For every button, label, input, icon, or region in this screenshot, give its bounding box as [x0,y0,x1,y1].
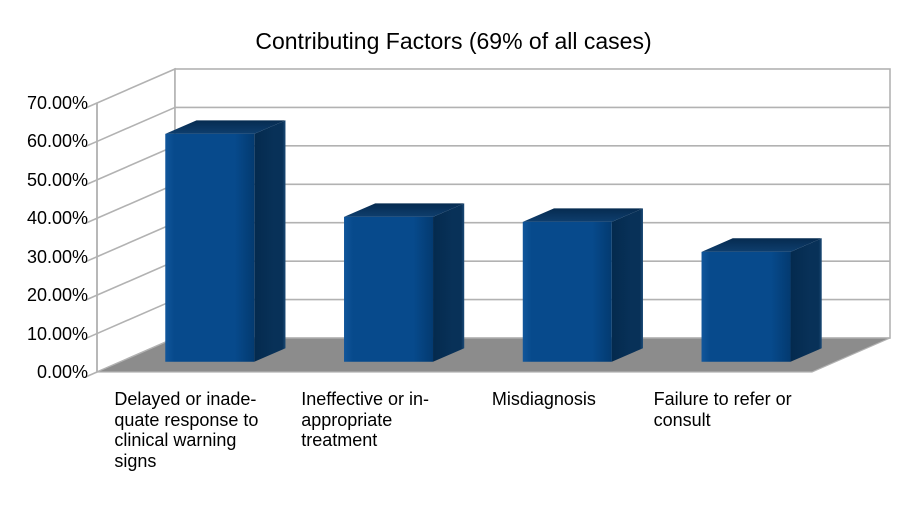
y-axis-tick-label: 20.00% [26,285,88,306]
left-wall [96,67,176,374]
gridline-wall [96,145,176,181]
y-axis-tick-label: 60.00% [26,131,88,152]
y-axis-tick-label: 30.00% [26,246,88,267]
bar-3 [701,238,822,362]
gridline-wall [96,260,176,296]
category-label: Ineffective or in- appropriate treatment [301,389,429,450]
y-axis-tick [84,255,98,263]
chart-title: Contributing Factors (69% of all cases) [255,28,652,54]
y-axis-tick-label: 50.00% [26,169,88,190]
category-label: Failure to refer or consult [653,389,792,430]
bar-top-face [344,203,465,217]
y-axis-tick [84,179,98,186]
gridline-wall [96,183,176,220]
y-axis-tick-label: 40.00% [26,208,88,229]
bar-2 [522,208,643,362]
bar-front-face [701,251,791,362]
bar-0 [165,120,286,362]
bar-top-face [701,238,822,252]
gridline-wall [96,221,176,258]
bar-side-face [611,208,643,362]
y-axis-tick [84,140,98,148]
bar-side-face [433,203,465,362]
bar-side-face [254,120,286,362]
bar-front-face [522,221,612,362]
bar-1 [344,203,465,362]
bar-side-face [790,238,822,362]
y-axis-tick [84,217,98,225]
bar-front-face [165,133,255,362]
chart-floor [96,337,891,373]
bar-top-face [522,208,643,222]
y-axis-tick-label: 10.00% [26,323,88,344]
y-axis-tick [84,294,98,302]
gridline-wall [96,106,176,143]
gridline-wall [96,298,176,335]
y-axis-tick [84,102,98,109]
y-axis-tick [84,332,98,340]
category-label: Misdiagnosis [491,389,596,409]
bar-front-face [344,216,434,362]
y-axis-tick-label: 0.00% [36,362,88,382]
category-label: Delayed or inade- quate response to clin… [114,389,259,471]
bar-top-face [165,120,286,134]
y-axis-tick [84,371,98,378]
y-axis-tick-label: 70.00% [26,93,88,113]
